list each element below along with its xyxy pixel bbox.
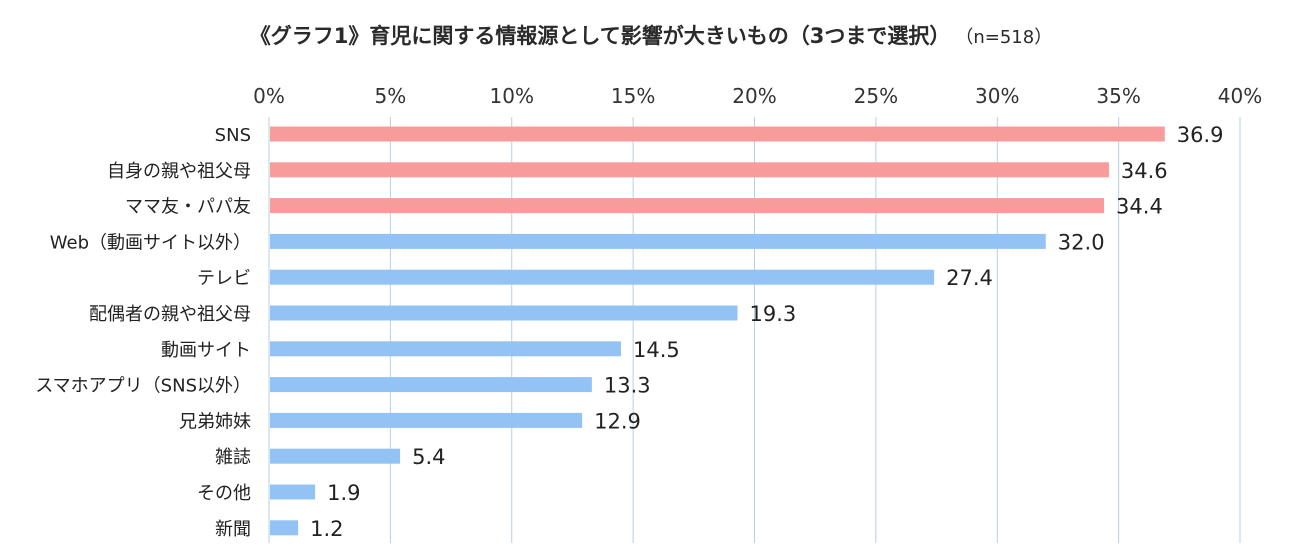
category-label: 動画サイト <box>161 340 251 361</box>
x-tick-label: 10% <box>490 84 534 108</box>
category-label: 雑誌 <box>215 447 251 468</box>
x-tick-label: 30% <box>975 84 1019 108</box>
bar <box>270 412 583 428</box>
category-label: Web（動画サイト以外） <box>50 232 251 253</box>
bar <box>270 126 1165 142</box>
chart-title: 《グラフ1》育児に関する情報源として影響が大きいもの（3つまで選択） （n=518… <box>0 20 1302 50</box>
data-label: 14.5 <box>633 338 680 362</box>
bar <box>270 198 1105 214</box>
data-label: 34.4 <box>1116 195 1163 219</box>
data-label: 1.2 <box>310 517 343 541</box>
bar <box>270 341 621 357</box>
category-label: 兄弟姉妹 <box>179 411 251 432</box>
x-tick-label: 15% <box>611 84 655 108</box>
data-label: 1.9 <box>327 481 360 505</box>
category-label: スマホアプリ（SNS以外） <box>35 376 251 397</box>
data-label: 27.4 <box>946 266 993 290</box>
data-label: 19.3 <box>750 302 797 326</box>
category-label: SNS <box>215 125 251 146</box>
x-tick-label: 20% <box>732 84 776 108</box>
data-label: 32.0 <box>1058 230 1105 254</box>
category-label: ママ友・パパ友 <box>125 197 251 218</box>
x-tick-label: 5% <box>375 84 407 108</box>
category-label: テレビ <box>197 268 251 289</box>
data-label: 36.9 <box>1177 123 1224 147</box>
sample-size-note: （n=518） <box>964 27 1053 48</box>
bar <box>270 162 1109 178</box>
bar <box>270 520 299 536</box>
category-label: 自身の親や祖父母 <box>107 161 251 182</box>
data-label: 13.3 <box>604 374 651 398</box>
bar <box>270 305 738 321</box>
x-tick-label: 25% <box>854 84 898 108</box>
data-label: 34.6 <box>1121 159 1168 183</box>
x-tick-label: 35% <box>1096 84 1140 108</box>
bar <box>270 233 1046 249</box>
category-label: その他 <box>197 483 251 504</box>
bar <box>270 484 316 500</box>
data-label: 12.9 <box>594 409 641 433</box>
category-label: 新聞 <box>215 519 251 540</box>
bar <box>270 269 935 285</box>
category-label: 配偶者の親や祖父母 <box>89 304 251 325</box>
data-label: 5.4 <box>412 445 445 469</box>
x-tick-label: 0% <box>253 84 285 108</box>
bar <box>270 448 401 464</box>
x-tick-label: 40% <box>1218 84 1262 108</box>
bar <box>270 377 592 393</box>
chart-title-text: 《グラフ1》育児に関する情報源として影響が大きいもの（3つまで選択） <box>249 24 951 48</box>
